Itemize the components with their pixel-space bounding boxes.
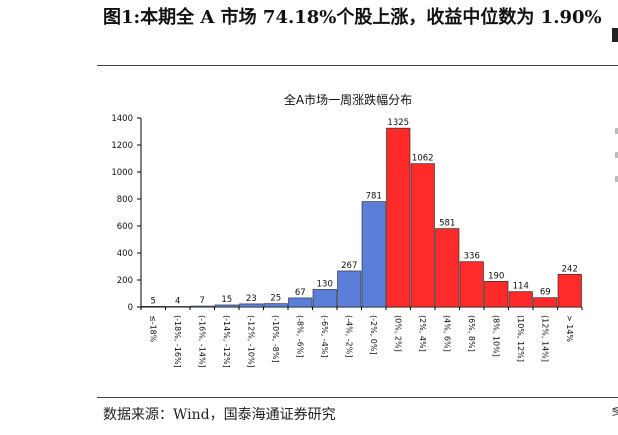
x-tick-label: (-18%, -16%] (173, 315, 182, 368)
chart-value-labels: 5 4 7 15 23 25 67 130 267 781 1325 1062 581 336 190 114… (151, 118, 578, 306)
x-tick-label: > 14% (565, 315, 574, 342)
bar (557, 274, 582, 308)
bar-value-label: 267 (341, 261, 357, 271)
y-tick-label: 1400 (111, 114, 133, 124)
x-tick-label: (-16%, -14%] (197, 315, 206, 368)
bar-value-label: 336 (464, 252, 480, 262)
bar (508, 291, 533, 308)
chart-axes (140, 118, 582, 308)
bar (484, 281, 509, 308)
x-tick-label: (-4%, -2%] (344, 315, 353, 357)
bar (386, 127, 411, 308)
top-rule (97, 65, 618, 66)
bar-value-label: 5 (151, 296, 156, 306)
bar (459, 261, 484, 308)
x-tick-label: (8%, 10%] (491, 315, 500, 357)
y-tick-label: 1000 (111, 168, 133, 178)
bottom-rule (97, 397, 618, 398)
bar (214, 304, 239, 308)
x-tick-label: (0%, 2%] (393, 315, 402, 352)
bar (312, 289, 337, 308)
fragment-mark (615, 152, 618, 158)
bar-value-label: 1325 (387, 118, 409, 128)
x-tick-label: (4%, 6%] (442, 315, 451, 352)
x-tick-label: (6%, 8%] (467, 315, 476, 352)
bar-value-label: 114 (513, 282, 529, 292)
bar (263, 303, 288, 308)
right-edge-fragments (615, 128, 618, 200)
bar-value-label: 25 (270, 294, 281, 304)
bar (361, 201, 386, 308)
y-tick-label: 600 (117, 222, 133, 232)
x-tick-label: ≤-18% (148, 315, 157, 343)
bar-value-label: 15 (221, 295, 232, 305)
y-axis-ticks: 0 200 400 600 800 1000 1200 1400 (111, 114, 141, 313)
bar-value-label: 581 (439, 219, 455, 229)
chart-title: 全A市场一周涨跌幅分布 (284, 92, 412, 107)
bar (410, 163, 435, 308)
right-edge-text: ≶ (611, 404, 618, 419)
x-tick-label: (-14%, -12%] (222, 315, 231, 368)
figure-title: 图1:本期全 A 市场 74.18%个股上涨，收益中位数为 1.90% (103, 7, 602, 28)
bar-value-label: 69 (540, 288, 551, 298)
x-tick-label: (2%, 4%] (418, 315, 427, 352)
bar-value-label: 7 (200, 296, 205, 306)
bar-value-label: 781 (366, 192, 382, 202)
bar-value-label: 23 (246, 294, 257, 304)
x-tick-label: (-2%, 0%] (369, 315, 378, 355)
right-edge-mark (612, 28, 618, 42)
bar (141, 306, 166, 308)
y-tick-label: 1200 (111, 141, 133, 151)
source-note: 数据来源：Wind，国泰海通证券研究 (103, 407, 336, 423)
y-tick-label: 400 (117, 249, 133, 259)
bar-value-label: 130 (317, 279, 333, 289)
fragment-mark (615, 128, 618, 134)
bar (533, 297, 558, 308)
x-tick-label: (-6%, -4%] (320, 315, 329, 357)
bar (337, 270, 362, 308)
bar-value-label: 67 (295, 288, 306, 298)
y-tick-label: 0 (128, 303, 133, 313)
y-tick-label: 800 (117, 195, 133, 205)
x-tick-label: (10%, 12%] (516, 315, 525, 362)
bar (239, 303, 264, 308)
y-tick-label: 200 (117, 276, 133, 286)
x-tick-label: (-8%, -6%] (295, 315, 304, 357)
bar (190, 305, 215, 308)
x-tick-label: (-10%, -8%] (271, 315, 280, 363)
bar-value-label: 242 (562, 264, 578, 274)
bar (165, 306, 190, 308)
bar (288, 297, 313, 308)
fragment-mark (615, 176, 618, 182)
x-axis-ticks: ≤-18% (-18%, -16%] (-16%, -14%] (-14%, -12%… (140, 307, 583, 368)
bar-value-label: 4 (175, 296, 180, 306)
bar (435, 228, 460, 308)
x-tick-label: (-12%, -10%] (246, 315, 255, 368)
bar-value-label: 1062 (412, 154, 434, 164)
bar-value-label: 190 (488, 271, 504, 281)
x-tick-label: (12%, 14%] (540, 315, 549, 362)
chart-bars (141, 127, 582, 308)
